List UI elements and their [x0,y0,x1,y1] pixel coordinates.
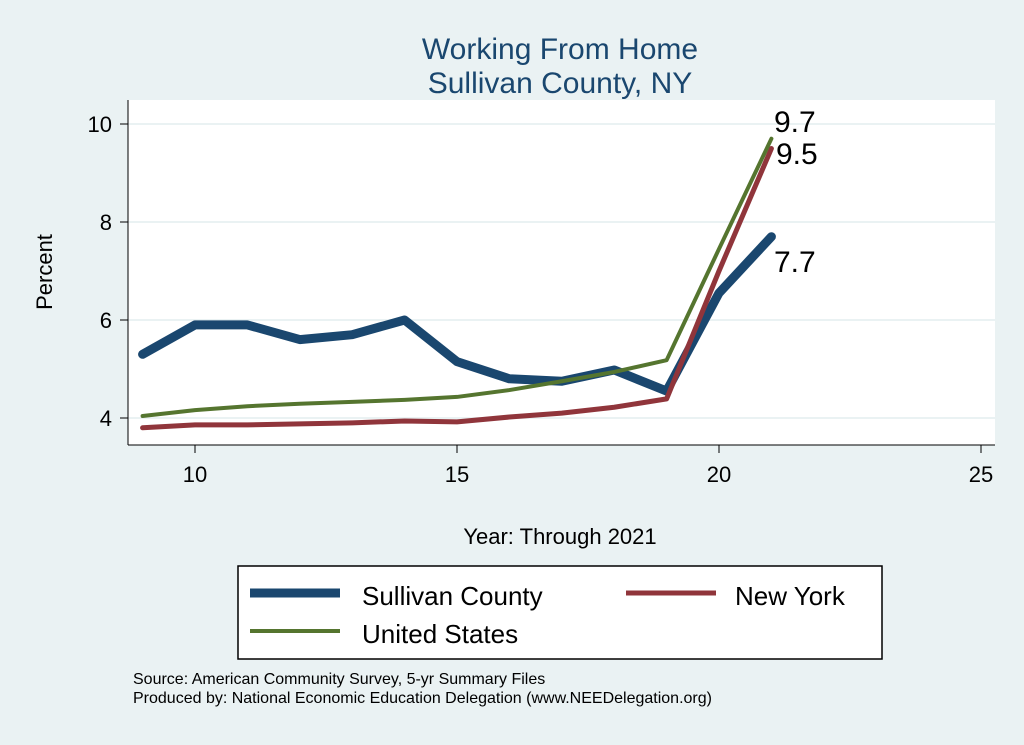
x-tick-label: 20 [707,462,731,487]
x-axis-label: Year: Through 2021 [463,524,656,549]
y-axis-label: Percent [32,234,57,310]
plot-area [128,100,995,445]
y-tick-label: 6 [100,308,112,333]
series-line-united-states [140,136,774,419]
y-tick-label: 10 [88,112,112,137]
produced-by-note: Produced by: National Economic Education… [133,690,712,707]
series-line-sullivan-county [138,232,776,396]
end-label: 9.5 [776,138,818,171]
end-label: 7.7 [774,246,816,279]
legend-label: Sullivan County [362,581,543,611]
series-line-new-york [140,146,774,431]
legend-label: New York [735,581,846,611]
y-tick-label: 4 [100,406,112,431]
end-label: 9.7 [774,106,816,139]
legend-label: United States [362,619,518,649]
x-tick-label: 25 [969,462,993,487]
x-tick-label: 10 [183,462,207,487]
chart-subtitle: Sullivan County, NY [428,67,693,100]
legend [237,565,883,660]
source-note: Source: American Community Survey, 5-yr … [133,671,546,688]
chart-title: Working From Home [422,33,698,66]
y-tick-label: 8 [100,210,112,235]
x-tick-label: 15 [445,462,469,487]
